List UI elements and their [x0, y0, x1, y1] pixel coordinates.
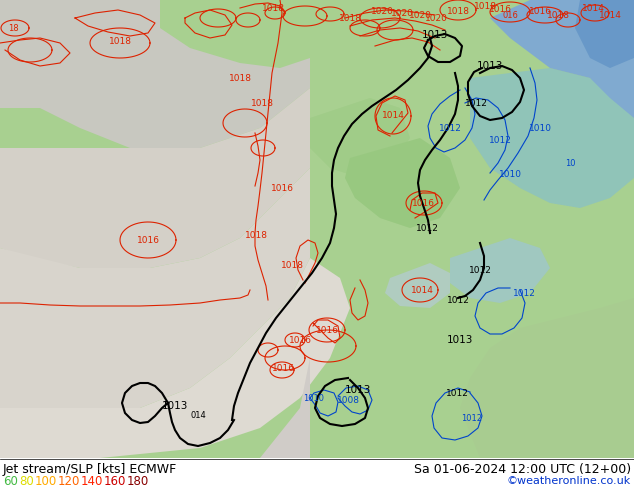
Text: 60: 60: [3, 474, 18, 488]
Text: 100: 100: [35, 474, 57, 488]
Text: 1010: 1010: [529, 123, 552, 132]
Text: 1018: 1018: [228, 74, 252, 82]
Text: 1008: 1008: [337, 395, 359, 405]
Text: 1012: 1012: [469, 266, 491, 274]
Text: 1018: 1018: [280, 261, 304, 270]
Text: 1018: 1018: [245, 230, 268, 240]
Text: 1018: 1018: [108, 36, 131, 46]
Text: 1018: 1018: [339, 14, 361, 23]
Text: 1020: 1020: [408, 10, 432, 20]
Text: 1012: 1012: [415, 223, 439, 232]
Text: 180: 180: [127, 474, 149, 488]
Text: 1010: 1010: [304, 393, 325, 402]
Text: 1018: 1018: [446, 6, 470, 16]
Text: 18: 18: [8, 24, 18, 32]
Text: ©weatheronline.co.uk: ©weatheronline.co.uk: [507, 476, 631, 486]
Polygon shape: [0, 0, 310, 148]
Polygon shape: [385, 263, 450, 308]
Text: 1012: 1012: [439, 123, 462, 132]
Polygon shape: [460, 298, 634, 458]
Text: 1016: 1016: [529, 6, 552, 16]
Text: 80: 80: [19, 474, 34, 488]
Text: 10: 10: [565, 158, 575, 168]
Text: 160: 160: [104, 474, 126, 488]
Polygon shape: [0, 168, 310, 418]
Text: 120: 120: [58, 474, 81, 488]
Text: 1016: 1016: [316, 325, 339, 335]
Polygon shape: [0, 358, 310, 458]
Text: 1010: 1010: [498, 170, 522, 178]
Text: 1013: 1013: [477, 61, 503, 71]
Text: 1016: 1016: [489, 4, 512, 14]
Text: 1018: 1018: [261, 3, 285, 13]
Polygon shape: [345, 138, 460, 228]
Text: 1016: 1016: [136, 236, 160, 245]
Text: 1012: 1012: [462, 414, 482, 422]
Text: 1018: 1018: [474, 1, 496, 10]
Text: 1012: 1012: [512, 289, 536, 297]
Text: 1020: 1020: [391, 8, 413, 18]
Text: Jet stream/SLP [kts] ECMWF: Jet stream/SLP [kts] ECMWF: [3, 463, 178, 475]
Text: 1012: 1012: [465, 98, 488, 107]
Text: 014: 014: [190, 411, 206, 419]
Text: 1020: 1020: [370, 6, 394, 16]
Polygon shape: [0, 258, 350, 458]
Text: 1012: 1012: [446, 295, 469, 304]
Text: 1016: 1016: [271, 364, 295, 372]
Text: 140: 140: [81, 474, 103, 488]
Text: 1016: 1016: [271, 183, 294, 193]
Text: 1014: 1014: [382, 111, 404, 120]
Text: 1014: 1014: [581, 3, 604, 13]
Text: 1014: 1014: [598, 10, 621, 20]
Text: 016: 016: [502, 10, 518, 20]
Text: 1012: 1012: [446, 389, 469, 397]
Text: 1013: 1013: [345, 385, 371, 395]
Polygon shape: [0, 88, 310, 268]
Polygon shape: [450, 238, 550, 303]
Text: 1013: 1013: [162, 401, 188, 411]
Text: 1013: 1013: [422, 30, 448, 40]
Text: 1016: 1016: [288, 336, 311, 344]
Text: 1020: 1020: [425, 14, 448, 23]
Polygon shape: [490, 0, 634, 118]
Text: 1016: 1016: [411, 198, 434, 207]
Text: 1013: 1013: [447, 335, 473, 345]
Polygon shape: [310, 98, 410, 178]
Polygon shape: [575, 0, 634, 68]
Polygon shape: [160, 0, 310, 68]
Text: 1018: 1018: [250, 98, 273, 107]
Polygon shape: [470, 68, 634, 208]
Text: 1014: 1014: [411, 286, 434, 294]
Text: 1012: 1012: [489, 136, 512, 145]
Text: Sa 01-06-2024 12:00 UTC (12+00): Sa 01-06-2024 12:00 UTC (12+00): [414, 463, 631, 475]
Text: 1018: 1018: [547, 10, 569, 20]
